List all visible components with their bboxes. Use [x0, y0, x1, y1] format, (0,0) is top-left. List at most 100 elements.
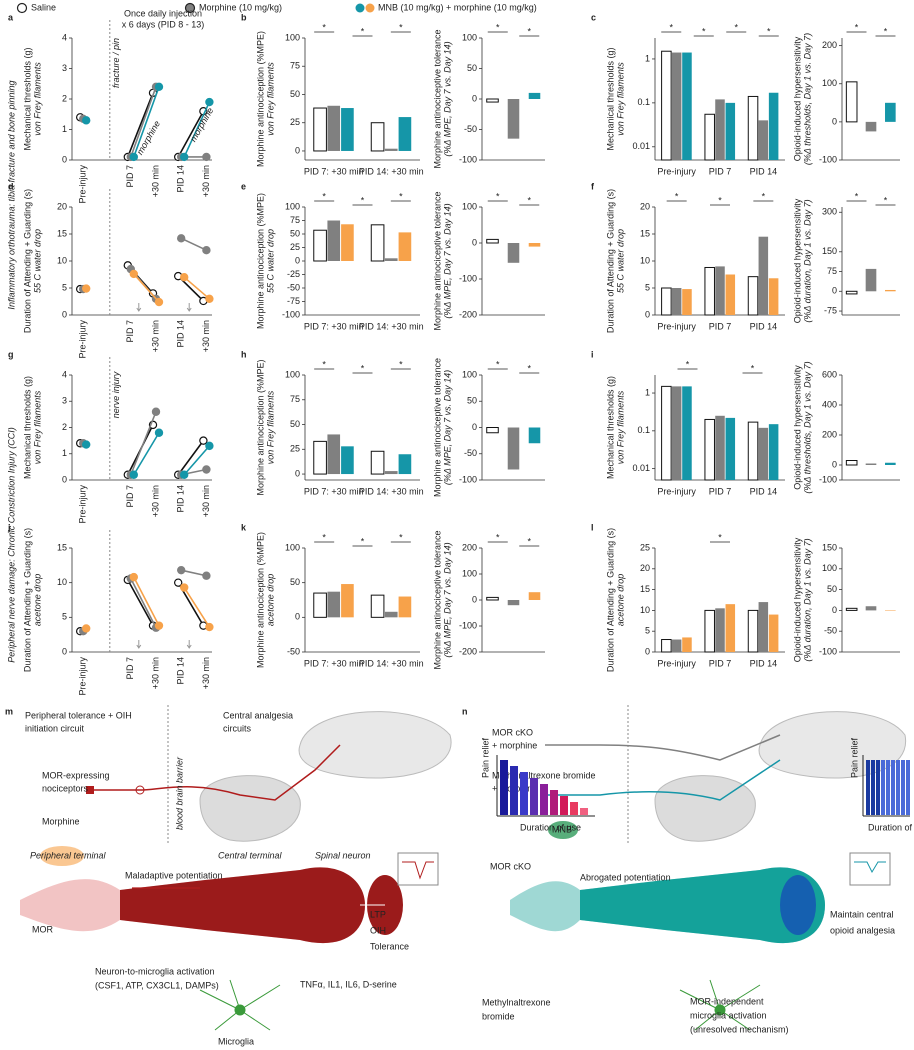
y-tick-label: 50 — [467, 63, 477, 73]
data-point — [129, 269, 138, 279]
significance-label: * — [884, 195, 888, 205]
series-line — [127, 92, 154, 158]
y-tick-label: 0 — [295, 612, 300, 622]
diagram-text: Methylnaltrexone — [482, 997, 551, 1007]
bar — [704, 418, 715, 481]
y-tick-label: 20 — [57, 201, 67, 211]
y-axis-subtitle: 55 C water drop — [265, 229, 275, 293]
chart: c Mechanical thresholds (g) von Frey filam… — [591, 12, 785, 176]
bar — [747, 609, 759, 653]
y-tick-label: -100 — [459, 154, 477, 164]
diagram-text: Tolerance — [370, 941, 409, 951]
chart: g Mechanical thresholds (g) von Frey filam… — [8, 349, 214, 524]
y-axis-title: Morphine antinociceptive tolerance — [432, 191, 442, 330]
y-tick-label: 100 — [285, 201, 300, 211]
y-tick-label: 600 — [822, 369, 837, 379]
diagram-text: Peripheral tolerance + OIH — [25, 710, 132, 720]
y-tick-label: 0 — [832, 286, 837, 296]
x-tick-label: PID 14 — [176, 657, 186, 685]
bar — [398, 596, 412, 618]
bar — [671, 52, 682, 161]
y-tick-label: 15 — [57, 228, 67, 238]
y-axis-title: Morphine antinociception (%MPE) — [255, 532, 265, 668]
panel-label: f — [591, 181, 595, 191]
diagram-text: Duration of use — [868, 822, 914, 832]
data-point — [81, 284, 91, 293]
y-tick-label: 75 — [290, 61, 300, 71]
bar — [747, 421, 759, 481]
y-axis-title: Mechanical thresholds (g) — [22, 376, 32, 479]
y-tick-label: 0 — [645, 309, 650, 319]
x-tick-label: PID 14 — [750, 321, 778, 331]
chart: f Duration of Attending + Guarding (s) 55 … — [591, 181, 785, 333]
significance-label: * — [686, 359, 690, 369]
relief-bar — [540, 784, 548, 815]
x-tick-label: +30 min — [201, 165, 211, 197]
bar — [725, 102, 736, 160]
chart: Opioid-induced hypersensitivity (%Δ thres… — [792, 22, 900, 165]
diagram-text: Pain relief — [480, 737, 490, 778]
relief-bar — [580, 808, 588, 815]
arrow — [136, 640, 142, 649]
row-label: Peripheral nerve damage: Chronic Constri… — [6, 427, 16, 663]
data-point — [129, 470, 138, 479]
y-tick-label: 100 — [285, 369, 300, 379]
y-axis-title: Morphine antinociception (%MPE) — [255, 31, 265, 167]
y-axis-title: Morphine antinociceptive tolerance — [432, 530, 442, 669]
bar — [486, 596, 499, 601]
y-tick-label: -100 — [819, 474, 837, 484]
panel-label: l — [591, 522, 594, 532]
y-tick-label: -100 — [819, 154, 837, 164]
y-tick-label: 4 — [62, 369, 67, 379]
bar — [384, 611, 398, 618]
series-line — [133, 86, 160, 158]
diagram-text: Peripheral terminal — [30, 850, 107, 860]
y-tick-label: 2 — [62, 422, 67, 432]
diagram-text: + morphine — [492, 740, 537, 750]
y-axis-subtitle: acetone drop — [615, 574, 625, 627]
y-tick-label: 100 — [462, 32, 477, 42]
x-tick-label: PID 14 — [750, 166, 778, 176]
x-tick-label: PID 7 — [709, 486, 732, 496]
bar — [747, 95, 759, 161]
significance-label: * — [718, 195, 722, 205]
diagram-m-shapes — [20, 705, 452, 1031]
data-point — [205, 441, 214, 451]
significance-label: * — [496, 22, 500, 32]
y-tick-label: 0 — [295, 255, 300, 265]
y-tick-label: 5 — [62, 612, 67, 622]
y-tick-label: -200 — [459, 309, 477, 319]
chart: Morphine antinociceptive tolerance (%Δ MP… — [432, 191, 545, 331]
y-axis-subtitle: (%Δ MPE, Day 7 vs. Day 14) — [442, 542, 452, 657]
data-point — [179, 152, 189, 162]
x-tick-label: PID 7 — [125, 657, 135, 680]
relief-bar — [520, 772, 528, 815]
y-tick-label: 100 — [822, 78, 837, 88]
x-tick-label: PID 7 — [125, 485, 135, 508]
bar — [341, 224, 354, 261]
x-tick-label: +30 min — [150, 657, 160, 689]
significance-label: * — [762, 191, 766, 201]
panel-label: h — [241, 349, 247, 359]
bar — [758, 602, 769, 652]
x-tick-label: PID 14 — [750, 658, 778, 668]
y-axis-subtitle: (%Δ MPE, Day 7 vs. Day 14) — [442, 370, 452, 485]
y-tick-label: 0 — [472, 422, 477, 432]
bar — [528, 427, 541, 444]
y-tick-label: 25 — [290, 242, 300, 252]
bar — [671, 386, 682, 480]
x-tick-label: PID 7 — [709, 321, 732, 331]
bar — [885, 289, 896, 292]
y-axis-subtitle: (%Δ thresholds, Day 1 vs. Day 7) — [802, 33, 812, 165]
y-tick-label: 1 — [645, 53, 650, 63]
data-point — [205, 622, 214, 632]
data-point — [81, 116, 91, 125]
bar — [768, 92, 779, 160]
diagram-text: (CSF1, ATP, CX3CL1, DAMPs) — [95, 980, 219, 990]
y-tick-label: -100 — [459, 474, 477, 484]
bar — [885, 462, 896, 465]
data-point — [154, 428, 164, 437]
diagram-text: OIH — [370, 925, 386, 935]
data-point — [154, 621, 164, 630]
y-tick-label: 0.01 — [632, 141, 650, 151]
